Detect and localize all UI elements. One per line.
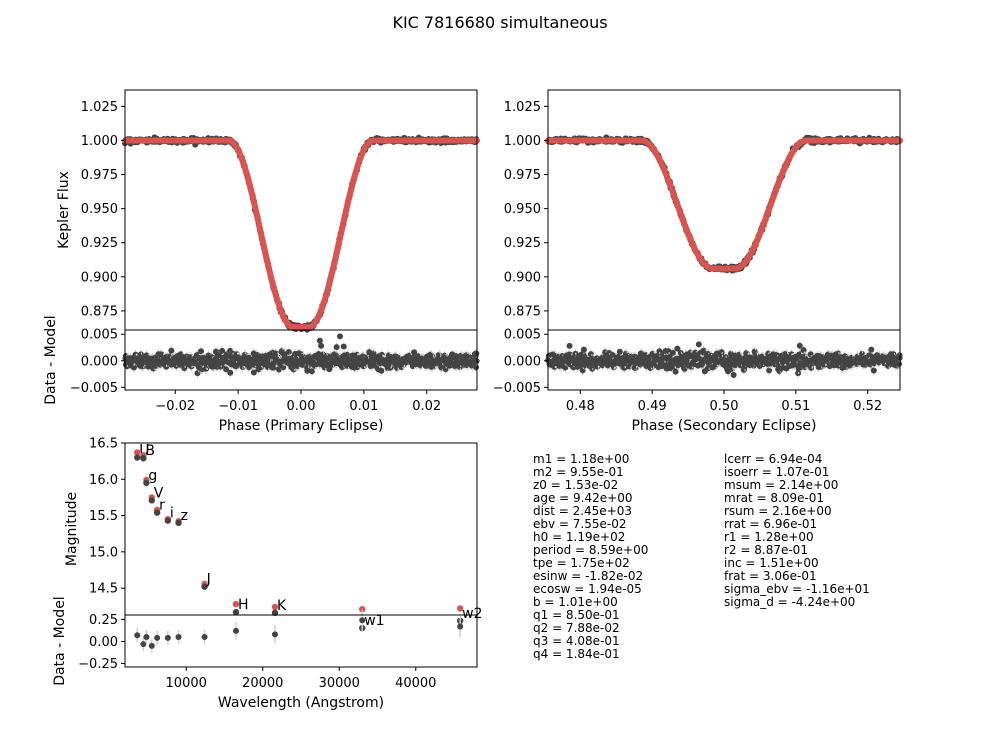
resid-y-axis-label: Data - Model [43, 315, 59, 404]
resid-y-tick-label: 0.000 [81, 354, 118, 369]
y-tick-label: 0.900 [504, 270, 541, 285]
residual-point [695, 341, 702, 348]
x-tick-label: 0.02 [412, 399, 441, 414]
residual-point [580, 346, 587, 353]
residual-point [766, 367, 773, 374]
y-tick-label: 1.000 [504, 134, 541, 149]
residual-point [285, 348, 292, 355]
residual-point [616, 348, 623, 355]
residual-point [473, 350, 480, 357]
residual-point [250, 369, 257, 376]
residual-points [122, 333, 480, 379]
residual-point [336, 333, 343, 340]
y-tick-label: 1.025 [81, 100, 118, 115]
residual-point [181, 365, 188, 372]
x-tick-label: −0.02 [155, 399, 195, 414]
residual-point [198, 348, 205, 355]
axes-frame [547, 89, 901, 331]
primary-eclipse-panel: 0.875 0.900 0.925 0.950 0.975 1.000 1.025 −0.00… [43, 89, 480, 434]
residual-point [669, 349, 676, 356]
flux-model-line [122, 137, 480, 331]
y-tick-label: 0.950 [504, 202, 541, 217]
residual-point [308, 368, 315, 375]
residual-point [326, 366, 333, 373]
figure-title: KIC 7816680 simultaneous [392, 13, 607, 32]
secondary-eclipse-panel: 0.875 0.900 0.925 0.950 0.975 1.000 1.025 −0.00… [493, 89, 903, 434]
y-tick-label: 0.900 [81, 270, 118, 285]
x-axis-label: Phase (Secondary Eclipse) [632, 418, 817, 434]
x-tick-label: 0.51 [781, 399, 810, 414]
x-tick-label: 0.00 [287, 399, 316, 414]
x-tick-label: 0.52 [853, 399, 882, 414]
residual-point [621, 364, 628, 371]
resid-y-tick-label: 0.005 [81, 328, 118, 343]
y-tick-label: 1.000 [81, 134, 118, 149]
flux-data-points [545, 134, 903, 274]
resid-y-tick-label: −0.005 [493, 381, 541, 396]
x-tick-label: 0.50 [710, 399, 739, 414]
x-tick-label: 0.01 [349, 399, 378, 414]
resid-y-tick-label: −0.005 [70, 381, 118, 396]
flux-data-points [122, 134, 480, 333]
y-tick-label: 0.875 [81, 304, 118, 319]
residual-point [587, 351, 594, 358]
resid-y-tick-label: 0.000 [504, 354, 541, 369]
axes-frame [124, 89, 478, 331]
y-tick-label: 0.875 [504, 304, 541, 319]
x-tick-label: 0.49 [638, 399, 667, 414]
residual-point [870, 367, 877, 374]
residual-point [796, 342, 803, 349]
sed-model-point [134, 449, 141, 456]
band-label: U [139, 443, 149, 459]
residual-point [411, 349, 418, 356]
y-tick-label: 0.975 [504, 168, 541, 183]
residual-point [269, 364, 276, 371]
residual-point [724, 367, 731, 374]
residual-point [674, 345, 681, 352]
residual-point [219, 347, 226, 354]
residual-point [304, 367, 311, 374]
resid-y-tick-label: 0.005 [504, 328, 541, 343]
residual-points [545, 340, 903, 381]
residual-point [378, 367, 385, 374]
residual-point [896, 360, 903, 367]
residual-point [730, 372, 737, 379]
residual-point [316, 337, 323, 344]
y-axis-label: Kepler Flux [56, 171, 72, 249]
residual-point [672, 368, 679, 375]
residual-point [130, 364, 137, 371]
y-tick-label: 0.925 [504, 236, 541, 251]
x-tick-label: 0.48 [566, 399, 595, 414]
residual-point [223, 366, 230, 373]
x-tick-label: −0.01 [218, 399, 258, 414]
residual-point [227, 369, 234, 376]
residual-point [340, 343, 347, 350]
residual-point [473, 364, 480, 371]
y-tick-label: 1.025 [504, 100, 541, 115]
y-tick-label: 0.925 [81, 236, 118, 251]
residual-point [333, 344, 340, 351]
sed-data-point [134, 454, 141, 461]
residual-point [667, 365, 674, 372]
residual-point [168, 347, 175, 354]
residual-point [280, 364, 287, 371]
residual-point [868, 346, 875, 353]
x-axis-label: Phase (Primary Eclipse) [219, 418, 384, 434]
residual-point [579, 367, 586, 374]
y-tick-label: 0.975 [81, 168, 118, 183]
residual-point [718, 349, 725, 356]
residual-point [442, 366, 449, 373]
residual-point [318, 342, 325, 349]
residual-point [566, 342, 573, 349]
flux-model-line [545, 137, 903, 272]
y-tick-label: 0.950 [81, 202, 118, 217]
